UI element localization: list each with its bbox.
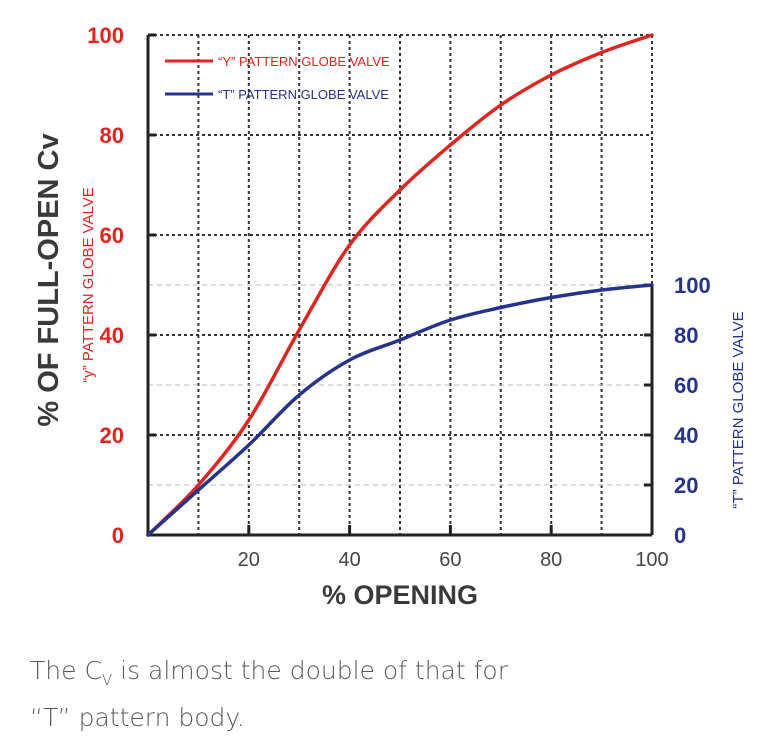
caption-text-end: is almost the double of that for [112, 656, 508, 685]
caption: The CV is almost the double of that for … [30, 652, 750, 737]
legend-label-t-pattern: “T” PATTERN GLOBE VALVE [218, 87, 389, 102]
series-lines [146, 33, 654, 537]
series-line-y-pattern [146, 33, 654, 537]
y-right-tick-label: 20 [674, 473, 698, 498]
legend: “Y” PATTERN GLOBE VALVE “T” PATTERN GLOB… [165, 54, 390, 102]
y-right-tick-label: 80 [674, 323, 698, 348]
y-axis-title: % OF FULL-OPEN Cv [33, 133, 65, 426]
caption-line-2: “T” pattern body. [30, 703, 245, 732]
x-tick-label: 20 [238, 549, 260, 571]
y-tick-label: 60 [100, 223, 124, 248]
x-tick-label: 100 [635, 549, 668, 571]
y-tick-label: 40 [100, 323, 124, 348]
caption-text-start: The C [30, 656, 102, 685]
series-line-t-pattern [146, 283, 654, 537]
y-right-tick-label: 100 [674, 273, 711, 298]
x-tick-label: 60 [439, 549, 461, 571]
y-right-tick-label: 60 [674, 373, 698, 398]
cv-opening-chart: 0 20 40 60 80 100 0 20 40 60 80 100 20 40 60 80 100 % OF… [33, 23, 747, 610]
tick-labels: 0 20 40 60 80 100 0 20 40 60 80 100 20 40 60 80 100 [87, 23, 710, 571]
y-right-tick-label: 40 [674, 423, 698, 448]
right-axis-label: “T” PATTERN GLOBE VALVE [730, 311, 747, 508]
y-right-tick-label: 0 [674, 523, 686, 548]
legend-label-y-pattern: “Y” PATTERN GLOBE VALVE [218, 54, 390, 69]
grid [148, 34, 653, 535]
caption-subscript: V [101, 671, 113, 689]
x-tick-label: 40 [338, 549, 360, 571]
y-tick-label: 80 [100, 123, 124, 148]
x-axis-title: % OPENING [322, 580, 478, 610]
y-tick-label: 0 [112, 523, 124, 548]
left-axis-sublabel: “y” PATTERN GLOBE VALVE [80, 187, 97, 383]
axes [146, 33, 654, 537]
y-tick-label: 20 [100, 423, 124, 448]
caption-line-1: The CV is almost the double of that for [30, 652, 750, 699]
x-tick-label: 80 [540, 549, 562, 571]
y-tick-label: 100 [87, 23, 124, 48]
